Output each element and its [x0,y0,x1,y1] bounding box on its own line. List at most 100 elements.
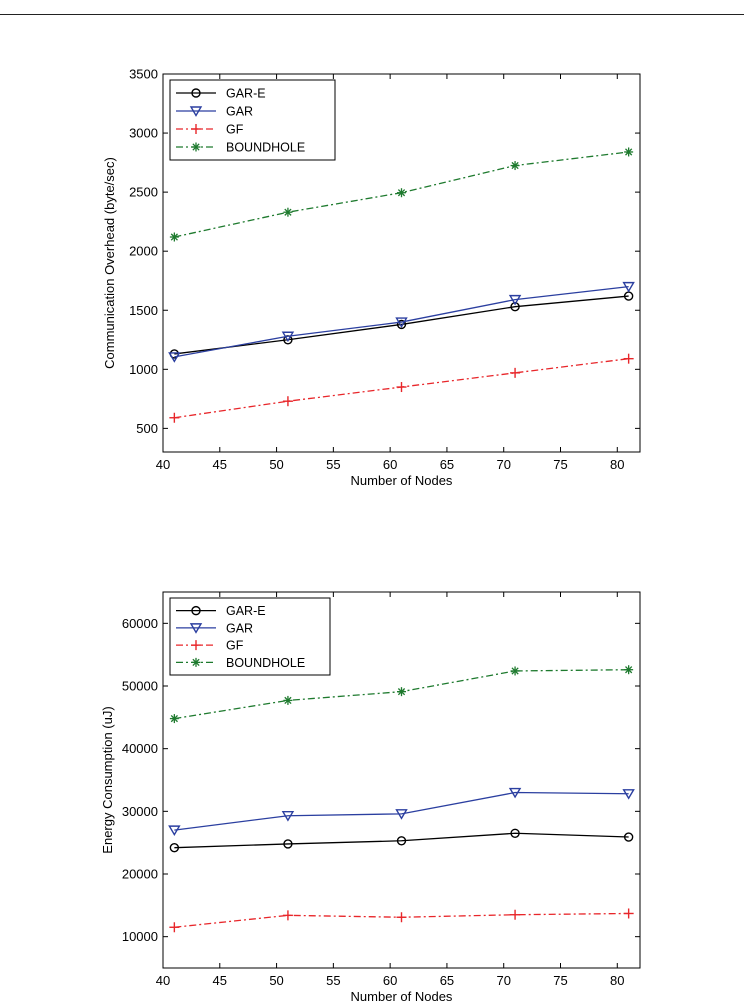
x-tick-label: 40 [156,457,170,472]
x-tick-label: 70 [496,973,510,988]
data-point [510,828,520,838]
series-line [174,791,629,831]
series-gar-e [169,291,634,359]
series-line [174,832,629,849]
legend: GAR-E GAR GF BOUNDHOLE [169,79,336,161]
x-tick-label: 60 [383,973,397,988]
data-point [508,787,522,799]
data-point [396,836,407,846]
x-axis-label: Number of Nodes [351,989,453,1004]
data-point [624,147,634,157]
y-tick-label: 40000 [122,741,158,756]
series-gar-e [169,828,634,853]
legend-marker [191,142,201,152]
data-point [623,908,634,919]
x-tick-label: 75 [553,973,567,988]
data-point [622,789,635,800]
data-point [510,909,521,920]
y-axis-label: Communication Overhead (byte/sec) [102,157,117,369]
data-point [510,161,520,171]
data-point [396,912,407,923]
y-tick-label: 10000 [122,929,158,944]
data-point [169,412,180,423]
series-boundhole [169,665,634,724]
data-point [283,207,293,217]
data-point [283,839,293,849]
x-tick-label: 80 [610,457,624,472]
y-tick-label: 1500 [129,303,158,318]
data-point [623,353,634,364]
x-tick-label: 80 [610,973,624,988]
data-point [169,232,179,242]
data-point [508,294,522,306]
y-tick-label: 500 [136,421,158,436]
data-point [622,281,635,293]
legend-marker [191,88,201,98]
data-point [168,825,181,837]
x-tick-label: 50 [269,457,283,472]
data-point [396,382,407,393]
x-tick-label: 60 [383,457,397,472]
y-tick-label: 60000 [122,616,158,631]
y-tick-label: 2500 [129,185,158,200]
plot-frame [162,591,641,969]
x-tick-label: 50 [269,973,283,988]
series-gar [168,281,635,363]
legend-entry: GAR-E [226,87,266,101]
y-tick-label: 30000 [122,804,158,819]
series-gar [168,787,635,837]
x-tick-label: 40 [156,973,170,988]
data-point [623,832,634,842]
legend-entry: GAR [226,621,253,635]
legend-marker [189,106,203,117]
data-point [396,319,407,330]
x-axis-label: Number of Nodes [351,473,453,488]
legend-entry: GAR [226,105,253,119]
legend-entry: BOUNDHOLE [226,141,305,155]
legend-marker [191,657,201,667]
legend-marker [191,605,201,616]
y-tick-label: 20000 [122,867,158,882]
legend-entry: GF [226,639,244,653]
x-tick-label: 70 [496,457,510,472]
x-tick-label: 55 [326,973,340,988]
legend-marker [191,640,201,651]
chart-communication-overhead: 40 45 50 55 60 65 70 75 80 500 1000 1500 2000 2500 300… [102,67,641,488]
legend: GAR-E GAR GF BOUNDHOLE [169,597,331,676]
series-boundhole [169,147,634,242]
y-tick-label: 2000 [129,244,158,259]
data-point [169,714,179,724]
data-point [282,396,293,407]
x-tick-label: 65 [440,973,454,988]
data-point [282,910,293,921]
y-axis-label: Energy Consumption (uJ) [100,706,115,853]
data-point [510,666,520,676]
series-gf [169,353,634,423]
x-tick-label: 55 [326,457,340,472]
data-point [169,922,180,933]
x-tick-label: 65 [440,457,454,472]
data-point [281,811,295,822]
data-point [624,665,634,675]
data-point [395,317,408,328]
x-tick-label: 45 [213,973,227,988]
data-point [510,367,521,378]
data-point [283,695,293,705]
legend-entry: BOUNDHOLE [226,656,305,670]
legend-marker [191,124,201,134]
legend-entry: GAR-E [226,604,266,618]
data-point [169,842,180,853]
plot-frame [162,73,641,453]
x-tick-label: 75 [553,457,567,472]
data-point [168,352,181,363]
y-tick-label: 3500 [129,67,158,82]
y-tick-label: 50000 [122,679,158,694]
data-point [397,188,406,198]
data-point [395,809,408,820]
y-tick-label: 1000 [129,362,158,377]
top-rule [0,14,744,15]
data-point [510,302,520,312]
chart-energy-consumption: 40 45 50 55 60 65 70 75 80 10000 20000 30000 40000 50… [100,591,641,1004]
x-tick-label: 45 [213,457,227,472]
